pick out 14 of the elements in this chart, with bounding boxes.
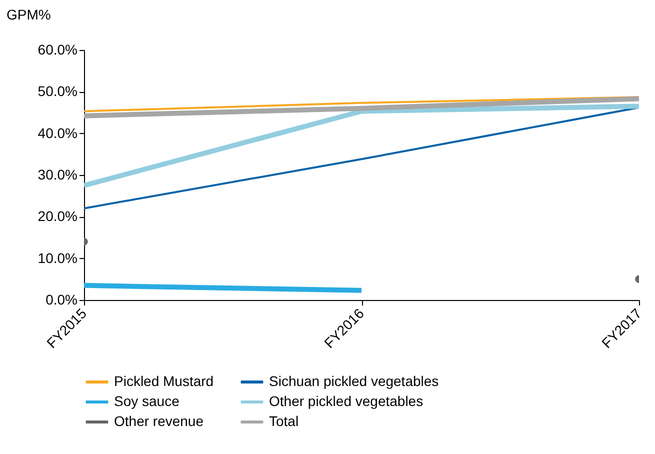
y-tick-label: 10.0% (38, 250, 78, 266)
y-tick-label: 30.0% (38, 166, 78, 182)
legend-label: Other revenue (114, 413, 204, 429)
y-tick-label: 40.0% (38, 124, 78, 141)
y-tick-label: 50.0% (38, 83, 78, 100)
y-tick-label: 0.0% (46, 292, 78, 308)
legend-label: Pickled Mustard (114, 373, 214, 389)
y-tick-label: 60.0% (38, 42, 78, 58)
legend-label: Soy sauce (114, 393, 180, 409)
y-tick-label: 20.0% (38, 208, 78, 224)
legend-label: Sichuan pickled vegetables (269, 373, 439, 389)
legend-label: Other pickled vegetables (269, 393, 424, 409)
legend-label: Total (269, 413, 299, 429)
y-axis-title: GPM% (6, 6, 51, 22)
